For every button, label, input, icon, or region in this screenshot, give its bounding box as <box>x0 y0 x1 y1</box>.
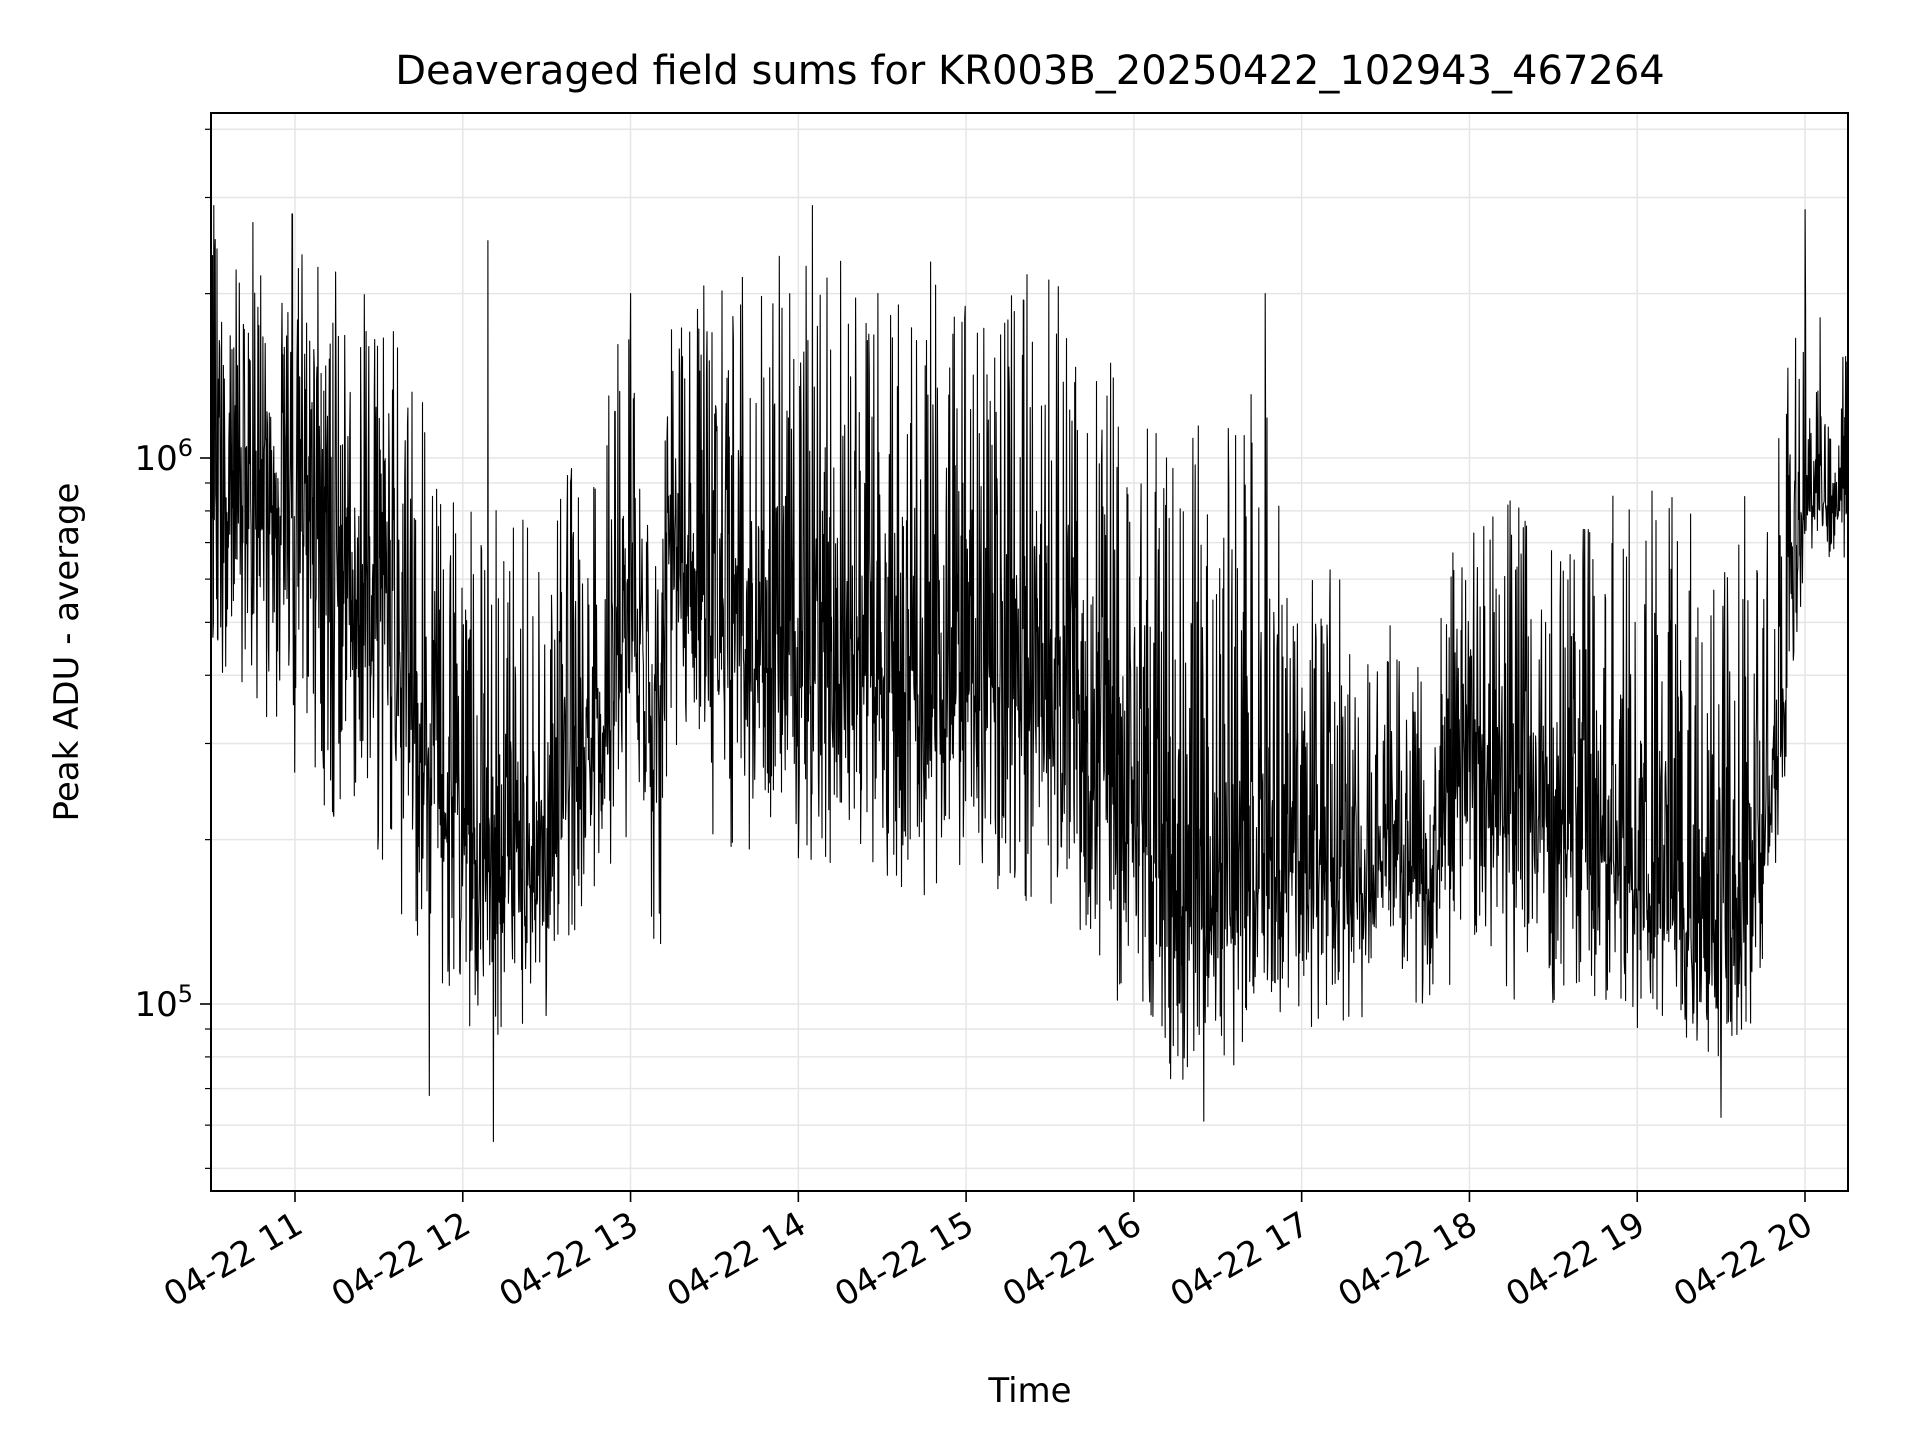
series-line <box>211 204 1848 1143</box>
chart-title: Deaveraged field sums for KR003B_2025042… <box>395 48 1665 94</box>
x-axis-label: Time <box>987 1371 1071 1411</box>
y-tick-label: 106 <box>134 434 193 479</box>
y-axis-label: Peak ADU - average <box>47 483 87 822</box>
y-tick-label: 105 <box>134 980 193 1025</box>
y-axis: 105 106 <box>134 128 211 1169</box>
plot-frame <box>210 112 1849 1192</box>
plot-area <box>211 204 1848 1143</box>
